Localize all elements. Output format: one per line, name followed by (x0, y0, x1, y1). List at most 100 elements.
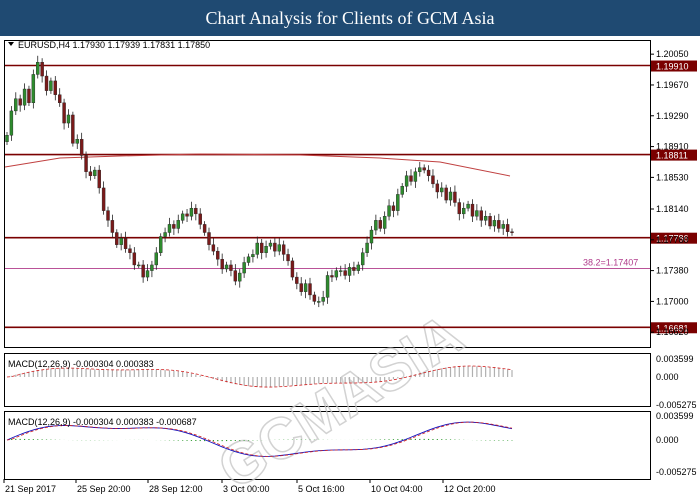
candle-body-65 (290, 260, 295, 278)
candle-body-100 (444, 187, 448, 201)
x-tick-label-6: 12 Oct 20:00 (444, 484, 496, 494)
macd-panel-1-frame (4, 353, 651, 407)
chart-banner-title: Chart Analysis for Clients of GCM Asia (0, 0, 700, 36)
candle-body-66 (295, 276, 299, 284)
candle-body-10 (49, 80, 53, 91)
candle-body-104 (461, 207, 466, 215)
candle-body-59 (264, 246, 268, 253)
candle-body-33 (150, 264, 154, 271)
level-tag-1 (651, 149, 697, 161)
candle-body-35 (158, 236, 163, 253)
candle-body-6 (31, 74, 36, 103)
symbol-ohlc-label: EURUSD,H4 1.17930 1.17939 1.17831 1.1785… (18, 40, 210, 50)
level-tag-3 (651, 322, 697, 334)
candle-body-62 (277, 244, 281, 252)
candle-body-106 (470, 203, 475, 217)
candle-body-44 (198, 213, 202, 225)
candle-body-86 (382, 216, 387, 229)
macd1-tick-0: 0.003599 (656, 354, 694, 364)
candle-body-39 (176, 220, 180, 229)
candle-body-112 (497, 220, 501, 229)
candle-body-24 (110, 220, 115, 233)
candle-body-92 (409, 175, 413, 182)
candle-body-26 (119, 237, 123, 245)
y-tick-label-7: 1.17380 (656, 266, 689, 276)
candle-body-9 (44, 75, 49, 91)
macd2-signal-line (6, 421, 513, 457)
y-tick-label-0: 1.20050 (656, 49, 689, 59)
candle-body-11 (53, 80, 58, 95)
candle-body-38 (172, 224, 176, 229)
candle-body-73 (325, 275, 330, 298)
candle-body-56 (251, 254, 255, 258)
candle-body-17 (79, 139, 84, 156)
candle-body-103 (457, 202, 462, 215)
candle-body-89 (396, 194, 400, 211)
candle-body-5 (27, 88, 31, 103)
macd2-tick-2: -0.005275 (656, 467, 697, 477)
level-tag-0 (651, 60, 697, 72)
candle-body-27 (123, 237, 128, 249)
macd-panel-2-frame (4, 411, 651, 480)
candle-body-101 (448, 191, 453, 201)
level-label-1: 1.18811 (656, 151, 688, 161)
y-tick-label-8: 1.17000 (656, 296, 689, 306)
candle-body-20 (93, 169, 97, 176)
candle-body-115 (510, 231, 514, 233)
candle-body-28 (128, 248, 132, 253)
candle-body-88 (391, 205, 396, 211)
y-tick-label-3: 1.18910 (656, 142, 689, 152)
candle-body-83 (369, 229, 374, 244)
candle-body-2 (14, 98, 18, 112)
macd2-label: MACD(12,26,9) -0.000304 0.000383 -0.0006… (8, 417, 197, 427)
candle-body-34 (154, 252, 159, 266)
candle-body-71 (317, 301, 321, 303)
candle-body-0 (5, 135, 9, 142)
candle-body-84 (374, 220, 378, 231)
candle-body-78 (347, 267, 352, 276)
candle-body-111 (492, 220, 497, 227)
moving-average-line (4, 153, 511, 177)
candle-body-107 (475, 210, 479, 217)
candle-body-46 (207, 232, 211, 245)
candle-body-105 (466, 203, 470, 209)
candle-body-18 (84, 155, 88, 172)
candle-body-61 (273, 242, 277, 252)
candle-body-110 (488, 216, 492, 227)
macd2-tick-0: 0.003599 (656, 411, 694, 421)
main-panel-frame (4, 40, 651, 348)
candle-body-69 (308, 283, 312, 296)
candle-body-79 (352, 267, 356, 271)
y-tick-label-2: 1.19290 (656, 111, 689, 121)
candle-body-95 (422, 167, 426, 171)
candle-body-93 (413, 171, 418, 182)
macd1-signal-line (6, 365, 513, 388)
candle-body-25 (115, 232, 119, 245)
x-tick-label-2: 28 Sep 12:00 (149, 484, 203, 494)
y-tick-label-5: 1.18140 (656, 204, 689, 214)
candle-body-58 (259, 242, 264, 253)
candle-body-77 (343, 270, 347, 276)
candle-body-102 (453, 191, 457, 203)
candle-body-49 (220, 259, 224, 270)
candle-body-3 (18, 98, 22, 106)
macd2-tick-1: 0.000 (656, 435, 679, 445)
collapse-arrow-icon[interactable] (8, 42, 14, 46)
candle-body-30 (137, 264, 141, 267)
candle-body-91 (404, 175, 409, 187)
candle-body-29 (132, 252, 137, 266)
candle-body-47 (211, 244, 216, 252)
candle-body-99 (440, 187, 444, 193)
x-tick-label-1: 25 Sep 20:00 (77, 484, 131, 494)
candle-body-63 (281, 244, 286, 255)
candle-body-52 (233, 270, 238, 282)
level-tag-2 (651, 232, 697, 244)
candle-body-96 (426, 169, 431, 176)
candle-body-8 (40, 62, 44, 77)
candle-body-64 (286, 254, 290, 262)
level-label-0: 1.19910 (656, 62, 689, 72)
candle-body-22 (101, 187, 106, 211)
x-tick-label-5: 10 Oct 04:00 (371, 484, 423, 494)
candle-body-87 (387, 205, 391, 217)
x-tick-label-4: 5 Oct 16:00 (298, 484, 345, 494)
